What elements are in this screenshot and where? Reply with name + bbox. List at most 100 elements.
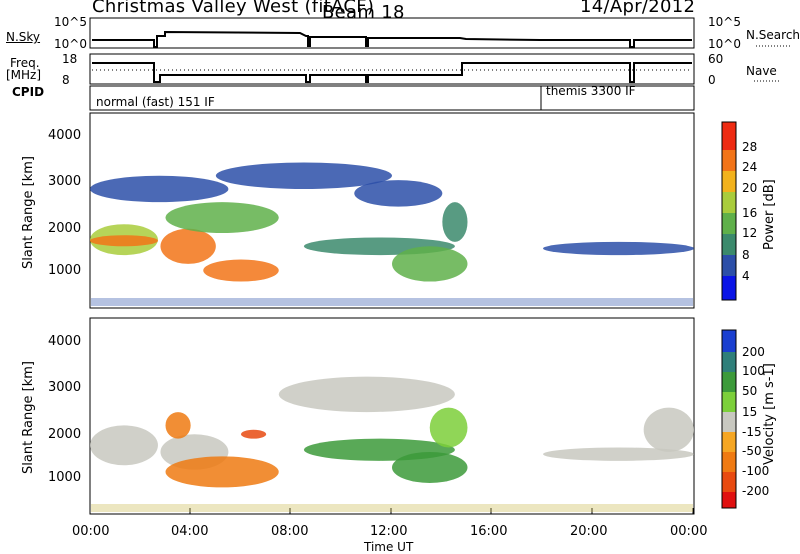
- velocity-near-range-band: [91, 504, 693, 512]
- vel-cbar-seg-6: [722, 452, 736, 472]
- power-region-8: [354, 180, 443, 207]
- power-cbar-20: 20: [742, 181, 758, 195]
- nave-tick-top: 60: [708, 52, 724, 66]
- power-ytick-1000: 1000: [48, 263, 82, 278]
- vel-cbar-seg-1: [722, 352, 736, 372]
- velocity-region-4: [241, 429, 267, 439]
- xaxis-label: Time UT: [364, 540, 414, 554]
- velocity-cbar-m200: -200: [742, 484, 770, 498]
- power-near-range-band: [91, 298, 693, 306]
- cpid-segment-themis: themis 3300 IF: [546, 84, 636, 98]
- nsky-tick-top: 10^5: [54, 15, 87, 29]
- velocity-ytick-1000: 1000: [48, 470, 82, 485]
- power-ytick-2000: 2000: [48, 221, 82, 236]
- power-cbar-24: 24: [742, 160, 758, 174]
- velocity-cbar-50: 50: [742, 384, 758, 398]
- velocity-region-7: [392, 451, 468, 483]
- chart-title: Christmas Valley West (fitACF): [92, 0, 375, 17]
- date-label: 14/Apr/2012: [580, 0, 696, 17]
- xtick-3: 12:00: [370, 524, 408, 539]
- cpid-label: CPID: [12, 85, 45, 99]
- freq-trace: [92, 62, 692, 83]
- nsearch-label: N.Search: [746, 28, 800, 42]
- nsky-tick-bottom: 10^0: [54, 37, 87, 51]
- power-cbar-seg-4: [722, 192, 736, 213]
- vel-cbar-seg-0: [722, 330, 736, 352]
- xtick-2: 08:00: [271, 524, 309, 539]
- power-ytick-3000: 3000: [48, 174, 82, 189]
- power-cbar-8: 8: [742, 248, 750, 262]
- power-region-5: [89, 175, 229, 203]
- power-cbar-seg-2: [722, 234, 736, 255]
- freq-unit-label: [MHz]: [6, 68, 42, 82]
- xtick-6: 00:00: [670, 524, 708, 539]
- nave-label: Nave: [746, 64, 777, 78]
- vel-cbar-seg-4: [722, 412, 736, 432]
- freq-tick-top: 18: [62, 52, 78, 66]
- velocity-panel-frame: [89, 317, 695, 515]
- cpid-segment-normal: normal (fast) 151 IF: [96, 95, 215, 109]
- xtick-4: 16:00: [470, 524, 508, 539]
- velocity-ytick-3000: 3000: [48, 380, 82, 395]
- freq-label: Freq.: [10, 56, 40, 70]
- power-panel-frame: [89, 112, 695, 309]
- power-region-4: [165, 202, 279, 234]
- velocity-region-8: [429, 407, 468, 448]
- power-region-2: [160, 228, 216, 264]
- velocity-region-10: [643, 407, 694, 452]
- power-cbar-4: 4: [742, 269, 750, 283]
- velocity-region-5: [278, 376, 455, 413]
- power-region-10: [442, 202, 468, 242]
- freq-tick-bottom: 8: [62, 73, 70, 87]
- vel-cbar-seg-7: [722, 472, 736, 492]
- power-cbar-12: 12: [742, 226, 758, 240]
- velocity-cbar-m15: -15: [742, 425, 762, 439]
- power-cbar-seg-3: [722, 213, 736, 234]
- velocity-region-0: [90, 425, 158, 466]
- power-cbar-28: 28: [742, 140, 758, 154]
- vel-cbar-seg-3: [722, 392, 736, 412]
- velocity-cbar-200: 200: [742, 345, 765, 359]
- velocity-region-2: [165, 456, 279, 488]
- power-cbar-seg-6: [722, 150, 736, 171]
- velocity-cbar-15: 15: [742, 405, 758, 419]
- velocity-cbar-m50: -50: [742, 444, 762, 458]
- xtick-1: 04:00: [171, 524, 209, 539]
- power-cbar-seg-7: [722, 122, 736, 150]
- power-ytick-4000: 4000: [48, 128, 82, 143]
- vel-cbar-frame: [721, 329, 737, 509]
- xtick-5: 20:00: [570, 524, 608, 539]
- nsearch-tick-top: 10^5: [708, 15, 741, 29]
- vel-cbar-seg-5: [722, 432, 736, 452]
- nsky-strip-frame: [89, 17, 695, 49]
- power-cbar-seg-5: [722, 171, 736, 192]
- nsearch-tick-bottom: 10^0: [708, 37, 741, 51]
- power-region-3: [203, 259, 279, 282]
- vel-cbar-seg-8: [722, 492, 736, 508]
- vel-cbar-seg-2: [722, 372, 736, 392]
- velocity-heatmap: [90, 376, 694, 512]
- freq-strip-frame: [89, 53, 695, 85]
- power-region-9: [392, 246, 468, 282]
- power-cbar-frame: [721, 121, 737, 301]
- cpid-frame: [89, 85, 695, 111]
- velocity-region-9: [543, 447, 694, 461]
- velocity-ytick-4000: 4000: [48, 334, 82, 349]
- power-cbar-seg-0: [722, 276, 736, 300]
- velocity-cbar-m100: -100: [742, 464, 770, 478]
- nsky-label: N.Sky: [6, 30, 41, 44]
- power-region-11: [543, 241, 694, 256]
- power-region-1: [90, 235, 158, 247]
- xtick-0: 00:00: [72, 524, 110, 539]
- power-cbar-16: 16: [742, 206, 758, 220]
- velocity-ytick-2000: 2000: [48, 427, 82, 442]
- power-region-6: [215, 162, 392, 189]
- velocity-cbar-100: 100: [742, 364, 765, 378]
- power-cbar-seg-1: [722, 255, 736, 276]
- velocity-region-3: [165, 412, 191, 439]
- x-tick-marks: [89, 508, 694, 514]
- nsky-trace: [92, 30, 692, 48]
- power-heatmap: [89, 162, 694, 306]
- nave-tick-bottom: 0: [708, 73, 716, 87]
